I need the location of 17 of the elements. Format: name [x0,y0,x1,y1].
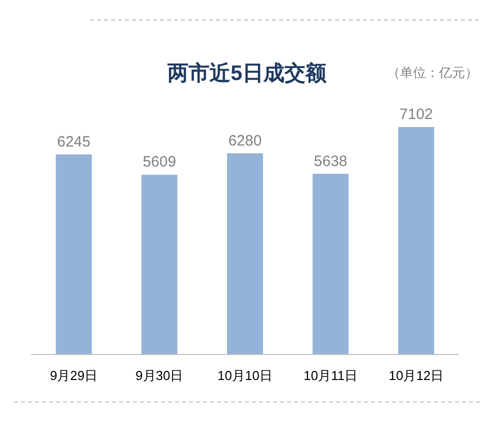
bar [227,153,263,354]
bar [398,127,434,354]
bar [141,174,178,354]
text: （单位：亿元） [387,65,478,80]
bar [312,174,349,354]
x-tick-label: 9月30日 [136,368,184,383]
data-label: 6245 [57,133,90,150]
x-tick-label: 10月10日 [218,368,272,383]
data-label: 5609 [142,154,176,171]
bar [56,154,92,354]
data-label: 5638 [314,152,348,170]
data-label: 7102 [400,106,433,123]
x-tick-label: 10月12日 [388,368,444,383]
chart-title: 两市近5日成交额 [166,61,328,85]
x-tick-label: 10月11日 [304,368,358,383]
x-tick-label: 9月29日 [50,368,98,383]
data-label: 6280 [228,132,262,150]
